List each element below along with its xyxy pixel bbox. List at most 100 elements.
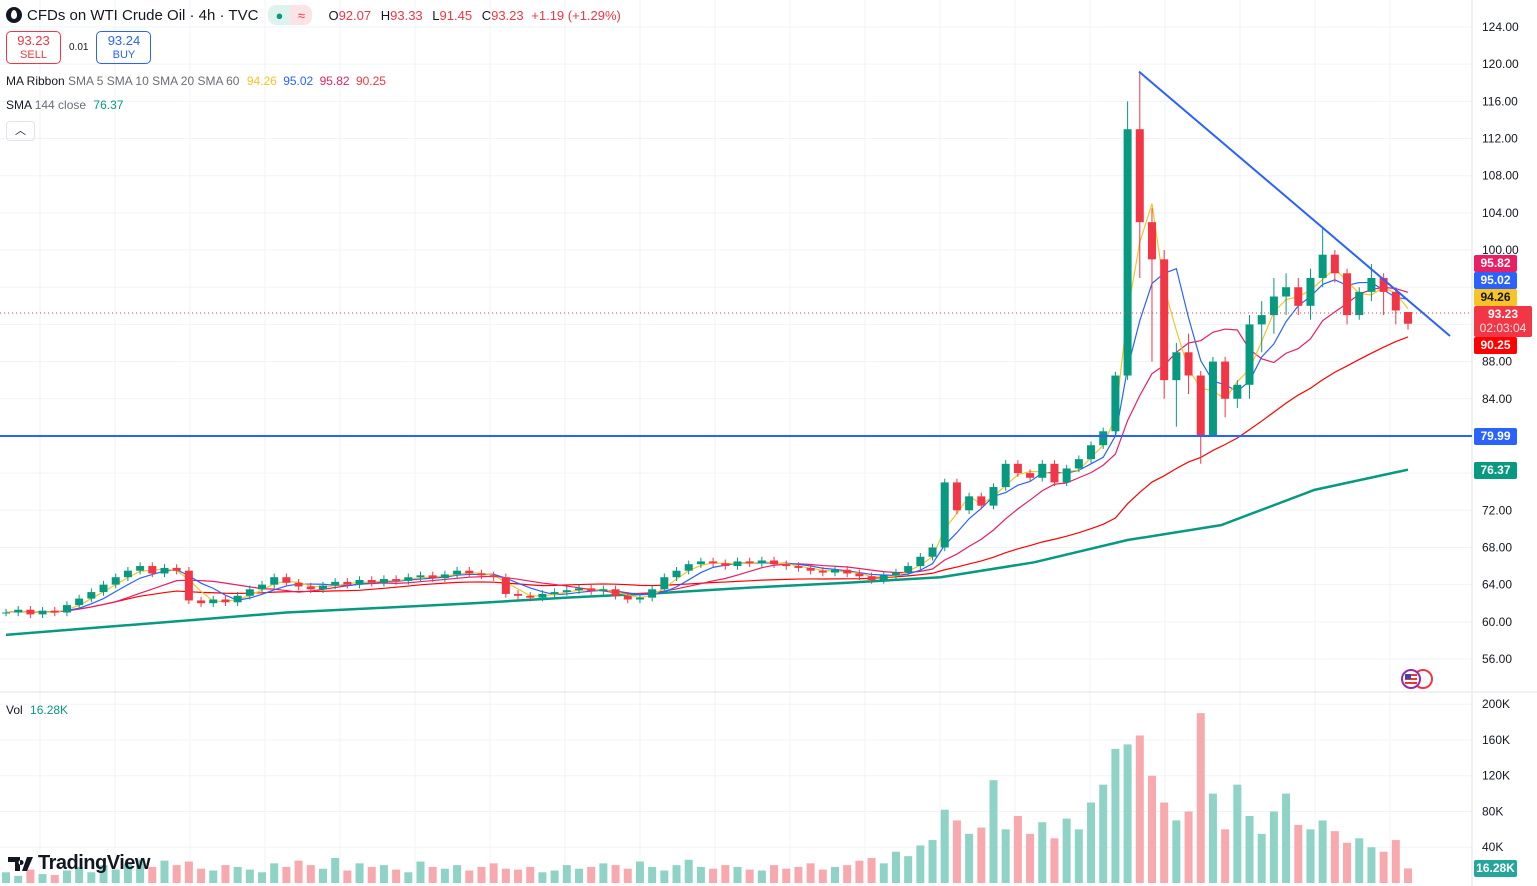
volume-bar — [38, 874, 47, 883]
candle-body — [806, 567, 815, 571]
volume-bar — [696, 866, 705, 883]
candle-body — [538, 593, 547, 598]
candle-body — [355, 579, 364, 585]
candle-body — [379, 579, 388, 583]
volume-bar — [940, 809, 949, 883]
candle-body — [965, 496, 974, 511]
symbol-title[interactable]: CFDs on WTI Crude Oil · 4h · TVC — [27, 6, 259, 24]
last-price-badge: 93.23 02:03:04 — [1474, 306, 1532, 337]
candle-body — [1306, 277, 1315, 306]
candle-body — [1172, 352, 1181, 381]
candle-body — [404, 577, 413, 581]
candle-body — [282, 577, 291, 583]
price-axis-tick: 120.00 — [1482, 57, 1519, 71]
candle-body — [38, 610, 47, 615]
volume-bar — [123, 863, 132, 883]
volume-bar — [1074, 829, 1083, 883]
volume-bar — [831, 866, 840, 883]
us-flag-icons[interactable] — [1396, 668, 1438, 690]
volume-bar — [782, 868, 791, 883]
candle-body — [1135, 129, 1144, 223]
volume-bar — [1184, 811, 1193, 883]
market-open-icon: ● — [268, 5, 291, 25]
candle-body — [343, 581, 352, 585]
volume-bar — [879, 863, 888, 883]
volume-bar — [1062, 818, 1071, 883]
candle-body — [62, 605, 71, 613]
volume-bar — [599, 863, 608, 883]
candle-body — [952, 482, 961, 511]
volume-bar — [843, 865, 852, 883]
volume-badge: 16.28K — [1474, 860, 1517, 877]
market-status-pill[interactable]: ● ≈ — [268, 5, 313, 25]
volume-bar — [184, 861, 193, 883]
volume-legend[interactable]: Vol 16.28K — [6, 703, 69, 717]
volume-bar — [1135, 735, 1144, 883]
candle-body — [660, 577, 669, 590]
volume-bar — [1355, 838, 1364, 883]
sell-button[interactable]: 93.23 SELL — [6, 31, 61, 64]
volume-bar — [379, 865, 388, 883]
volume-bar — [526, 866, 535, 883]
candle-body — [855, 573, 864, 577]
volume-bar — [1282, 793, 1291, 883]
volume-bar — [1318, 820, 1327, 883]
data-delay-icon: ≈ — [290, 5, 313, 25]
volume-bar — [745, 869, 754, 883]
candle-body — [245, 589, 254, 596]
volume-bar — [294, 860, 303, 883]
candle-body — [233, 595, 242, 603]
ma-ribbon-legend[interactable]: MA Ribbon SMA 5 SMA 10 SMA 20 SMA 60 94.… — [6, 74, 386, 88]
candle-body — [99, 584, 108, 593]
volume-bar — [574, 868, 583, 883]
volume-bar — [1306, 829, 1315, 883]
candle-body — [879, 575, 888, 580]
candle-body — [1294, 287, 1303, 306]
volume-bar — [1013, 815, 1022, 883]
candle-body — [172, 567, 181, 571]
candle-body — [1245, 324, 1254, 385]
candle-body — [197, 600, 206, 604]
sma60-line — [5, 336, 1409, 614]
volume-bar — [1172, 820, 1181, 883]
candle-body — [14, 609, 23, 613]
candle-body — [721, 563, 730, 567]
volume-bar — [245, 869, 254, 883]
volume-bar — [648, 866, 657, 883]
candle-body — [453, 570, 462, 575]
sma144-legend[interactable]: SMA 144 close 76.37 — [6, 98, 124, 112]
volume-axis-tick: 40K — [1482, 840, 1503, 854]
collapse-legend-button[interactable]: ︿ — [6, 121, 35, 141]
sma144-badge: 76.37 — [1474, 462, 1517, 479]
volume-bar — [501, 868, 510, 883]
candle-body — [1208, 361, 1217, 436]
candle-body — [428, 575, 437, 579]
candle-body — [1318, 254, 1327, 278]
price-axis-tick: 64.00 — [1482, 578, 1512, 592]
volume-bar — [160, 860, 169, 883]
candle-body — [87, 592, 96, 599]
candle-body — [26, 609, 35, 615]
sma10-line — [5, 267, 1409, 614]
volume-bar — [562, 865, 571, 883]
volume-bar — [611, 865, 620, 883]
volume-bar — [635, 861, 644, 883]
volume-bar — [1343, 842, 1352, 883]
price-axis-tick: 84.00 — [1482, 392, 1512, 406]
tradingview-logo[interactable]: TradingView — [8, 852, 150, 875]
volume-bar — [1123, 744, 1132, 883]
volume-bar — [757, 870, 766, 883]
candle-body — [1099, 431, 1108, 446]
candle-body — [867, 576, 876, 580]
candle-body — [977, 496, 986, 506]
price-axis-tick: 68.00 — [1482, 540, 1512, 554]
volume-bar — [1026, 833, 1035, 883]
candle-body — [599, 589, 608, 592]
candle-body — [1269, 296, 1278, 316]
buy-button[interactable]: 93.24 BUY — [96, 31, 152, 64]
candle-body — [940, 482, 949, 548]
volume-bar — [623, 868, 632, 883]
volume-bar — [867, 857, 876, 883]
candle-body — [184, 570, 193, 601]
